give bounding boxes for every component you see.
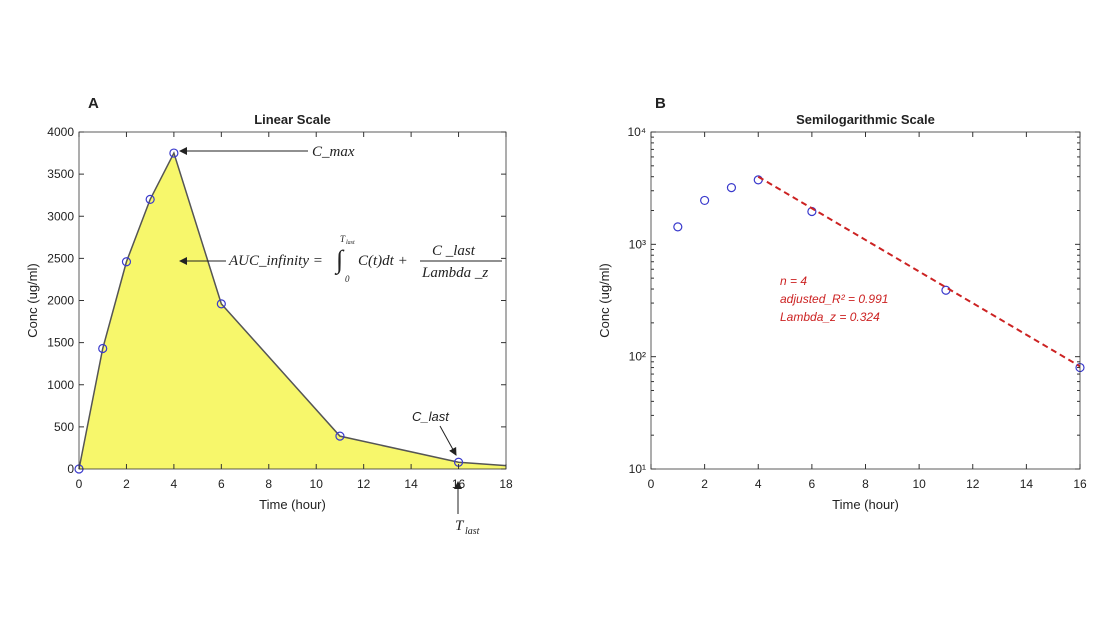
marker <box>121 257 132 267</box>
chart-title: Linear Scale <box>254 112 331 127</box>
y-tick-label: 500 <box>54 420 74 434</box>
integral-sign: ∫ <box>334 245 345 275</box>
area-edge <box>78 151 507 470</box>
x-tick-label: 10 <box>310 477 324 491</box>
marker <box>169 148 179 158</box>
x-tick-label: 16 <box>452 477 466 491</box>
marker <box>700 195 710 206</box>
annotation: T <box>340 234 346 244</box>
marker <box>216 299 226 309</box>
panel-label: A <box>88 95 99 112</box>
annotation: adjusted_R² = 0.991 <box>780 292 888 306</box>
x-tick-label: 12 <box>966 477 980 491</box>
x-tick-label: 8 <box>265 477 272 491</box>
x-tick-label: 14 <box>1020 477 1034 491</box>
panel-label: B <box>655 95 666 112</box>
y-tick-label: 4000 <box>47 125 74 139</box>
y-tick-label: 10⁴ <box>627 125 646 139</box>
x-tick-label: 8 <box>862 477 869 491</box>
annotation: C_max <box>312 144 355 160</box>
x-tick-label: 4 <box>171 477 178 491</box>
x-tick-label: 18 <box>499 477 513 491</box>
x-tick-label: 6 <box>218 477 225 491</box>
x-tick-label: 6 <box>809 477 816 491</box>
annotation: C _last <box>432 243 476 259</box>
annotation: Lambda _z <box>421 265 488 281</box>
x-tick-label: 0 <box>648 477 655 491</box>
y-tick-label: 3500 <box>47 167 74 181</box>
annotation: Lambda_z = 0.324 <box>780 310 880 324</box>
x-tick-label: 4 <box>755 477 762 491</box>
plot-area <box>651 132 1080 469</box>
arrow <box>439 425 457 456</box>
y-tick-label: 1500 <box>47 336 74 350</box>
x-tick-label: 2 <box>123 477 130 491</box>
y-axis-label: Conc (ug/ml) <box>597 263 612 337</box>
x-tick-label: 0 <box>76 477 83 491</box>
marker <box>673 222 683 232</box>
annotation: AUC_infinity = <box>228 253 323 269</box>
annotation: last <box>346 240 355 246</box>
marker <box>145 194 155 204</box>
annotation: n = 4 <box>780 274 807 288</box>
annotation: 0 <box>345 274 350 284</box>
marker <box>98 343 108 354</box>
x-tick-label: 10 <box>912 477 926 491</box>
annotation: last <box>465 526 480 537</box>
x-axis-label: Time (hour) <box>259 497 326 512</box>
area <box>79 153 506 469</box>
x-axis-label: Time (hour) <box>832 497 899 512</box>
y-axis-label: Conc (ug/ml) <box>25 263 40 337</box>
x-tick-label: 16 <box>1073 477 1087 491</box>
y-tick-label: 1000 <box>47 378 74 392</box>
annotation: C(t)dt + <box>358 253 408 269</box>
x-tick-label: 14 <box>404 477 418 491</box>
y-tick-label: 10¹ <box>629 462 646 476</box>
x-tick-label: 2 <box>701 477 708 491</box>
y-tick-label: 0 <box>67 462 74 476</box>
y-tick-label: 3000 <box>47 209 74 223</box>
x-tick-label: 12 <box>357 477 371 491</box>
marker <box>726 182 737 193</box>
annotation: T <box>455 518 465 534</box>
marker <box>335 431 345 441</box>
y-tick-label: 2000 <box>47 294 74 308</box>
y-tick-label: 2500 <box>47 251 74 265</box>
chart-title: Semilogarithmic Scale <box>796 112 935 127</box>
y-tick-label: 10³ <box>629 237 646 251</box>
fit-line <box>757 175 1081 368</box>
annotation: C_last <box>412 409 450 424</box>
y-tick-label: 10² <box>629 350 646 364</box>
